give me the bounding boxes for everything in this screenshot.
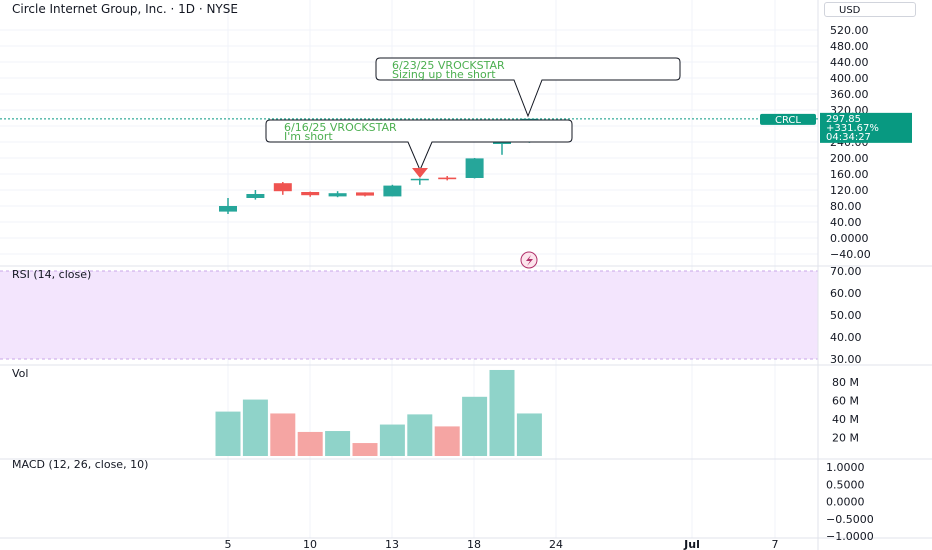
candle-body (493, 142, 511, 144)
last-price-box: 297.85 +331.67% 04:34:27 (820, 112, 912, 143)
rsi-band (0, 271, 818, 359)
ticker-tag: CRCL (760, 113, 816, 126)
rsi-tick-label: 30.00 (830, 353, 862, 366)
candle-body (273, 183, 292, 192)
candle-body (383, 185, 402, 197)
candle-body (246, 194, 265, 198)
x-tick-label: 18 (467, 538, 481, 550)
volume-bar (379, 424, 405, 456)
panel-separators (0, 265, 932, 539)
callout-2-shape (375, 57, 681, 118)
annotation-callout-2[interactable]: 6/23/25 VROCKSTAR Sizing up the short (375, 57, 681, 118)
ticker-label: CRCL (775, 115, 801, 126)
price-tick-label: 40.00 (830, 216, 862, 229)
rsi-tick-label: 70.00 (830, 265, 862, 278)
macd-tick-label: −0.5000 (826, 513, 874, 526)
last-price-value: 297.85 (826, 114, 861, 125)
candle-body (438, 177, 457, 180)
x-tick-label: 13 (385, 538, 399, 550)
volume-bar (489, 369, 515, 456)
volume-bar (516, 413, 542, 456)
volume-bar (325, 431, 351, 456)
price-tick-label: 120.00 (830, 184, 869, 197)
volume-bar (242, 399, 268, 456)
annotation-1-line2: I'm short (284, 130, 333, 143)
chart-header-title: Circle Internet Group, Inc. · 1D · NYSE (12, 2, 238, 16)
macd-tick-label: 0.5000 (826, 478, 865, 491)
candle-body (410, 178, 429, 181)
candle-body (465, 158, 484, 178)
x-tick-label: 10 (303, 538, 317, 550)
macd-tick-label: 1.0000 (826, 461, 865, 474)
x-tick-labels: 5 10 13 18 24 Jul 7 (225, 538, 779, 550)
rsi-panel-title: RSI (14, close) (12, 268, 92, 281)
volume-bar (270, 413, 296, 456)
price-tick-label: 0.0000 (830, 232, 869, 245)
price-tick-label: 160.00 (830, 168, 869, 181)
price-tick-label: 480.00 (830, 40, 869, 53)
volume-tick-label: 80 M (832, 376, 859, 389)
price-tick-label: 440.00 (830, 56, 869, 69)
candle-body (356, 192, 374, 196)
volume-tick-label: 40 M (832, 413, 859, 426)
macd-panel-title: MACD (12, 26, close, 10) (12, 458, 149, 471)
last-price-change: +331.67% (826, 123, 879, 134)
price-tick-label: 80.00 (830, 200, 862, 213)
volume-bar (297, 431, 323, 456)
volume-tick-label: 60 M (832, 395, 859, 408)
short-marker-icon (412, 168, 428, 178)
volume-panel-title: Vol (12, 367, 29, 380)
rsi-tick-label: 60.00 (830, 287, 862, 300)
price-tick-label: 360.00 (830, 88, 869, 101)
volume-bar (352, 443, 378, 456)
candle-body (301, 192, 320, 196)
volume-bar (215, 411, 241, 456)
annotation-2-line1: 6/23/25 VROCKSTAR (392, 59, 505, 72)
volume-tick-label: 20 M (832, 432, 859, 445)
lightning-icon[interactable] (520, 251, 538, 269)
volume-bar (434, 426, 460, 456)
volume-tick-labels: 80 M 60 M 40 M 20 M (832, 376, 859, 445)
x-tick-label: 5 (225, 538, 232, 550)
macd-tick-label: −1.0000 (826, 530, 874, 543)
bar-countdown: 04:34:27 (826, 132, 871, 143)
price-tick-label: −40.00 (830, 248, 871, 261)
volume-bar (407, 414, 433, 456)
rsi-tick-label: 40.00 (830, 331, 862, 344)
x-tick-label: 7 (772, 538, 779, 550)
callout-1-shape (265, 119, 573, 172)
rsi-tick-labels: 70.00 60.00 50.00 40.00 30.00 (830, 265, 862, 366)
price-tick-label: 400.00 (830, 72, 869, 85)
x-tick-label: 24 (549, 538, 563, 550)
annotation-2-line2: Sizing up the short (392, 68, 496, 81)
annotation-callout-1[interactable]: 6/16/25 VROCKSTAR I'm short (265, 119, 573, 178)
currency-selector[interactable]: USD (824, 2, 916, 17)
grid (227, 0, 776, 538)
candle-body (328, 193, 347, 197)
price-tick-label: 520.00 (830, 24, 869, 37)
x-tick-label: Jul (683, 538, 700, 550)
annotation-1-line1: 6/16/25 VROCKSTAR (284, 121, 397, 134)
volume-bars (215, 369, 542, 456)
macd-tick-label: 0.0000 (826, 496, 865, 509)
volume-bar (462, 396, 488, 456)
macd-tick-labels: 1.0000 0.5000 0.0000 −0.5000 −1.0000 (826, 461, 874, 543)
price-tick-label: 200.00 (830, 152, 869, 165)
rsi-tick-label: 50.00 (830, 309, 862, 322)
candle-body (219, 206, 237, 212)
